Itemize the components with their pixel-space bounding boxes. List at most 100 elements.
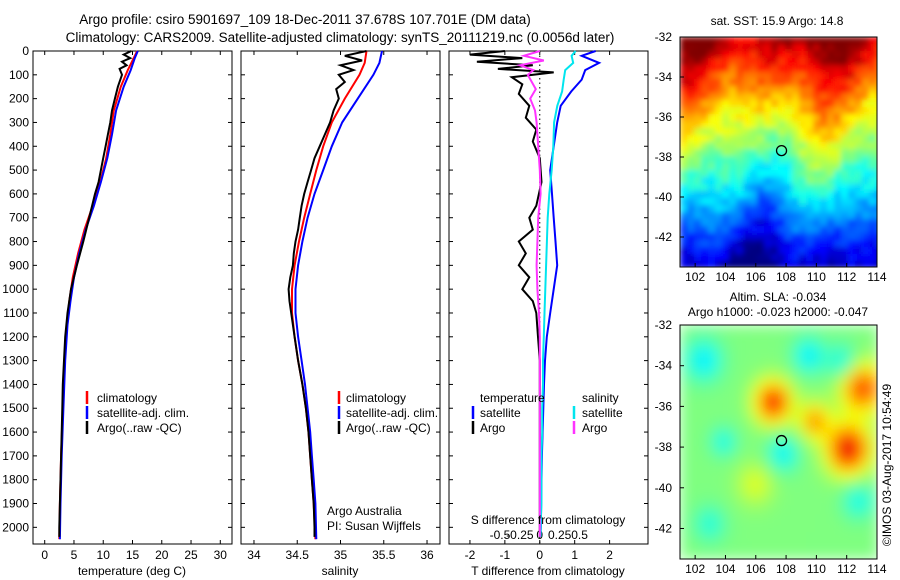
lon-tick-label: 114	[867, 270, 886, 284]
s-tick-label: 0.25	[548, 528, 572, 542]
x-tick-label: 5	[71, 548, 78, 562]
legend-label-satellite: satellite-adj. clim.	[97, 406, 189, 420]
depth-tick-label: 2000	[2, 520, 29, 534]
lat-tick-label: -38	[655, 150, 673, 164]
diff-line-salinity-satellite	[539, 50, 577, 537]
legend-label-s-argo: Argo	[582, 421, 608, 435]
depth-tick-label: 900	[9, 258, 29, 272]
depth-tick-label: 1700	[2, 449, 29, 463]
lon-tick-label: 114	[867, 562, 886, 576]
lat-tick-label: -34	[655, 359, 673, 373]
legend-label-t-argo: Argo	[480, 421, 506, 435]
temperature-series	[58, 50, 139, 540]
sla-map-ticks: 102 104 106 108 110 112 114 -32 -34 -36 -38 -40 -42	[655, 318, 887, 576]
depth-tick-label: 1500	[2, 401, 29, 415]
t-difference-xlabel: T difference from climatology	[471, 564, 625, 578]
legend-label-argo: Argo(..raw -QC)	[346, 421, 431, 435]
lon-tick-label: 104	[715, 270, 735, 284]
depth-tick-label: 200	[9, 92, 29, 106]
sla-float-marker	[775, 434, 788, 447]
depth-tick-label: 1200	[2, 330, 29, 344]
argo-australia-note: Argo Australia	[327, 504, 402, 518]
x-tick-label: 20	[155, 548, 169, 562]
depth-tick-label: 1300	[2, 354, 29, 368]
sla-map-title: Altim. SLA: -0.034	[730, 290, 827, 304]
lat-tick-label: -40	[655, 190, 673, 204]
lon-tick-label: 112	[837, 270, 856, 284]
difference-axes-box	[448, 50, 649, 545]
lon-tick-label: 110	[807, 562, 826, 576]
salinity-depth-ticks	[241, 50, 440, 528]
legend-label-climatology: climatology	[97, 391, 157, 405]
x-tick-label: 34	[247, 548, 261, 562]
depth-tick-label: 1400	[2, 377, 29, 391]
sst-map-ticks: 102 104 106 108 110 112 114 -32 -34 -36 -38 -40 -42	[655, 30, 887, 284]
salinity-panel: 34 34.5 35 35.5 36 salinity climatology sate…	[240, 50, 441, 578]
s-tick-label: 0.5	[571, 528, 588, 542]
depth-tick-label: 1100	[3, 306, 29, 320]
salinity-axis-ticks: 34 34.5 35 35.5 36	[247, 51, 434, 562]
figure-title-line1: Argo profile: csiro 5901697_109 18-Dec-2…	[79, 12, 531, 27]
t-tick-label: 1	[571, 548, 578, 562]
sla-heatmap	[680, 325, 877, 559]
lon-tick-label: 106	[746, 270, 766, 284]
lat-tick-label: -40	[655, 481, 673, 495]
legend-label-t-satellite: satellite	[480, 406, 521, 420]
depth-tick-label: 800	[9, 235, 29, 249]
x-tick-label: 15	[126, 548, 140, 562]
salinity-axes-box	[240, 50, 441, 545]
lat-tick-label: -42	[655, 521, 673, 535]
x-tick-label: 0	[41, 548, 48, 562]
temperature-axis-ticks: 0 5 10 15 20 25 30	[41, 51, 227, 562]
salinity-series	[287, 50, 383, 540]
depth-tick-label: 1600	[2, 425, 29, 439]
s-tick-label: -0.25	[506, 528, 534, 542]
x-tick-label: 35.5	[372, 548, 396, 562]
diff-line-salinity-argo	[516, 50, 545, 537]
depth-tick-label: 1800	[2, 473, 29, 487]
lat-tick-label: -32	[655, 318, 673, 332]
t-tick-label: 2	[606, 548, 613, 562]
salinity-legend: climatology satellite-adj. clim. Argo(..…	[337, 391, 438, 435]
lat-tick-label: -36	[655, 110, 673, 124]
depth-tick-label: 1000	[2, 282, 29, 296]
legend-label-argo: Argo(..raw -QC)	[97, 421, 182, 435]
depth-tick-label: 400	[9, 139, 29, 153]
lon-tick-label: 102	[685, 562, 705, 576]
lon-tick-label: 108	[776, 562, 796, 576]
legend-title-salinity: salinity	[582, 391, 619, 405]
x-tick-label: 35	[334, 548, 348, 562]
difference-depth-ticks	[449, 50, 648, 528]
difference-panel: -2 -1 0 1 2 -0.5-0.25 0 0.25 0.5 T difference f…	[448, 50, 649, 578]
lon-tick-label: 102	[685, 270, 705, 284]
temperature-axes-box	[32, 50, 233, 545]
difference-legend: temperature salinity satellite Argo sate…	[471, 391, 623, 435]
lon-tick-label: 104	[715, 562, 735, 576]
depth-tick-label: 500	[9, 163, 29, 177]
depth-tick-label: 600	[9, 187, 29, 201]
lon-tick-label: 112	[837, 562, 856, 576]
t-tick-label: -1	[500, 548, 511, 562]
depth-tick-label: 100	[9, 68, 29, 82]
sst-map-title: sat. SST: 15.9 Argo: 14.8	[711, 14, 844, 28]
difference-series	[469, 50, 602, 537]
imos-credit: ©IMOS 03-Aug-2017 10:54:49	[880, 384, 894, 547]
x-tick-label: 34.5	[286, 548, 310, 562]
sla-map-panel: Altim. SLA: -0.034 Argo h1000: -0.023 h2…	[655, 290, 887, 576]
depth-tick-label: 300	[9, 115, 29, 129]
depth-axis-ticks: 0 100 200 300 400 500 600 700 800 900 1000 1100 1200…	[2, 44, 232, 534]
lat-tick-label: -36	[655, 399, 673, 413]
t-tick-label: -2	[465, 548, 476, 562]
legend-label-s-satellite: satellite	[582, 406, 623, 420]
sst-map-frame	[679, 36, 878, 268]
series-line-argo-raw-qc-	[287, 50, 367, 537]
x-tick-label: 10	[97, 548, 111, 562]
lon-tick-label: 106	[746, 562, 766, 576]
x-tick-label: 36	[420, 548, 434, 562]
temperature-legend: climatology satellite-adj. clim. Argo(..…	[85, 391, 189, 435]
depth-tick-label: 0	[22, 44, 29, 58]
x-tick-label: 25	[184, 548, 198, 562]
sst-heatmap	[680, 37, 877, 267]
sla-map-subtitle: Argo h1000: -0.023 h2000: -0.047	[688, 305, 868, 319]
